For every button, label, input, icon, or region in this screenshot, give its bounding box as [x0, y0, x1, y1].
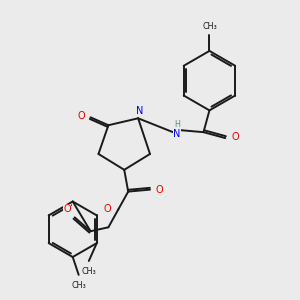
- Text: O: O: [63, 204, 71, 214]
- Text: O: O: [78, 111, 85, 121]
- Text: CH₃: CH₃: [71, 281, 86, 290]
- Text: O: O: [231, 132, 239, 142]
- Text: O: O: [156, 184, 164, 195]
- Text: CH₃: CH₃: [202, 22, 217, 31]
- Text: O: O: [104, 204, 111, 214]
- Text: N: N: [173, 129, 180, 139]
- Text: H: H: [174, 120, 180, 129]
- Text: CH₃: CH₃: [81, 267, 96, 276]
- Text: N: N: [136, 106, 144, 116]
